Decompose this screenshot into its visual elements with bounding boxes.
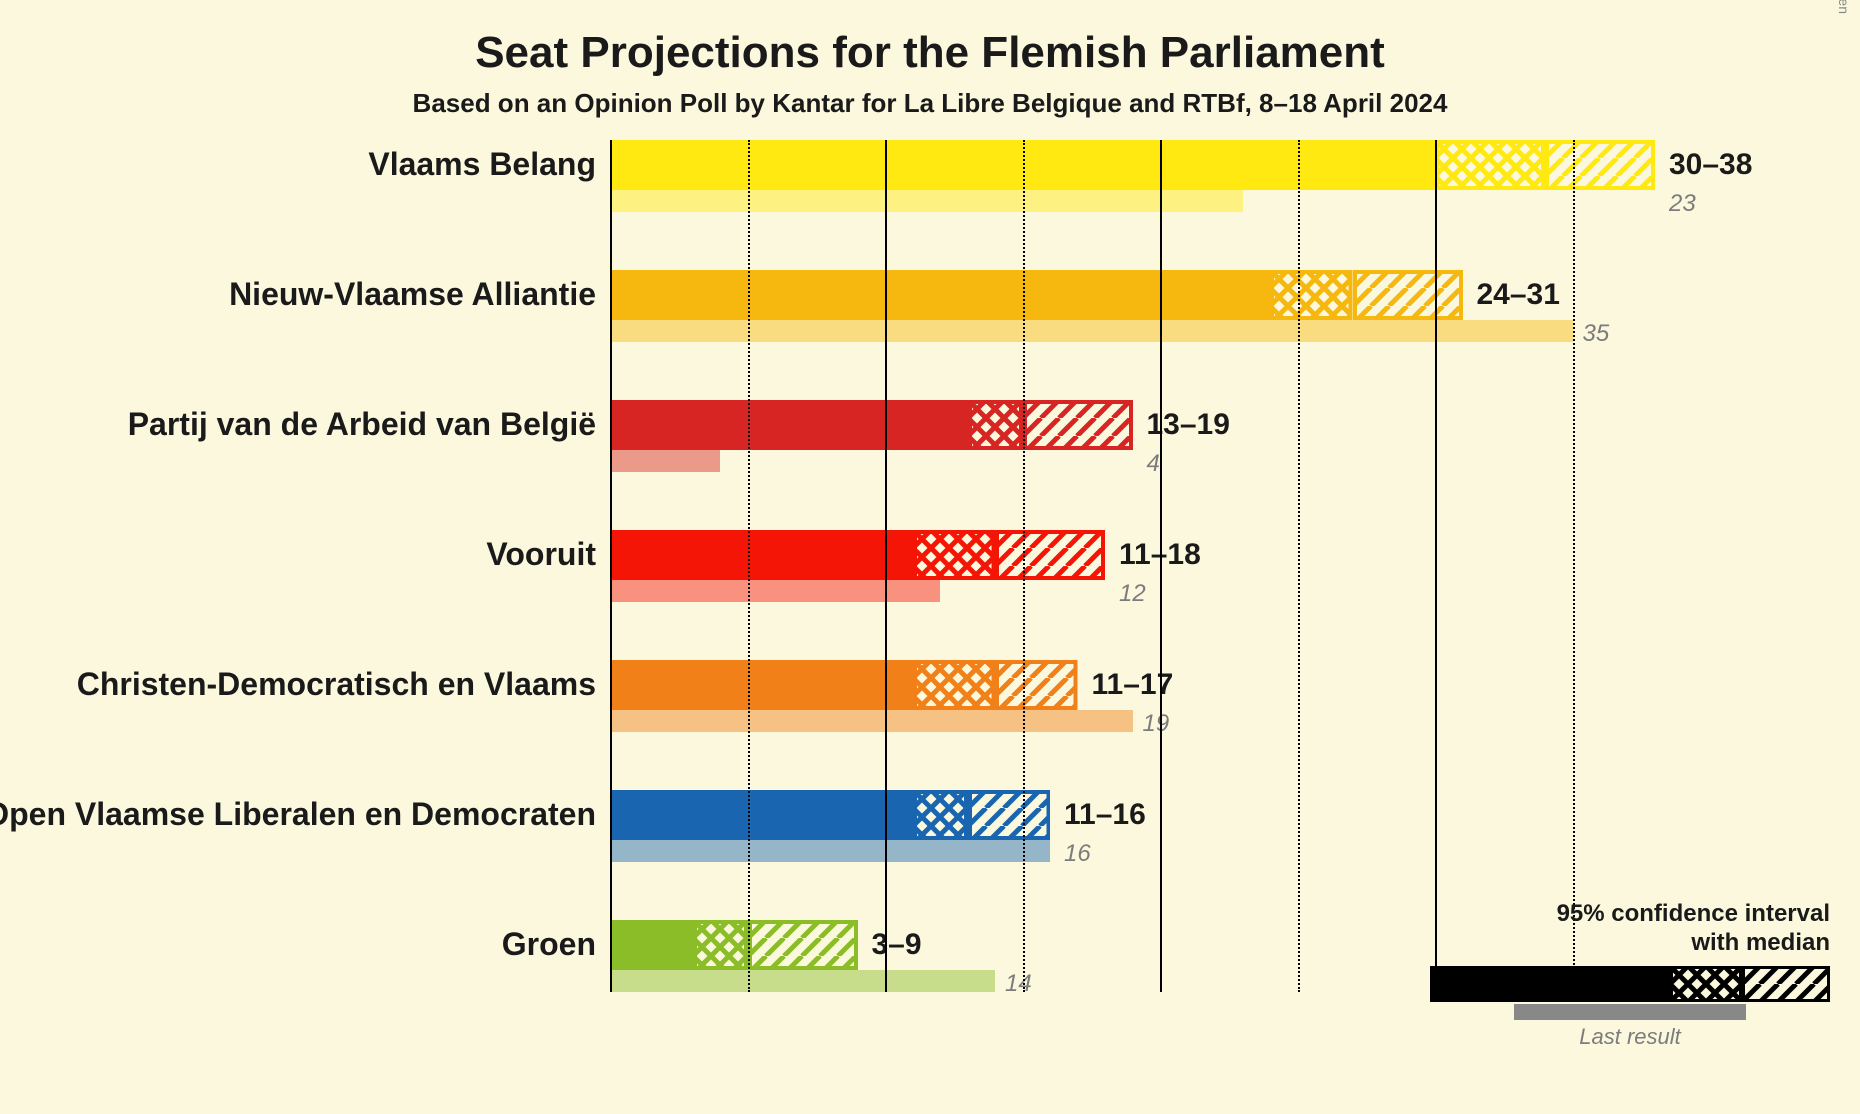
value-last: 16 <box>1064 842 1091 866</box>
bar-last-result <box>610 580 940 602</box>
legend: 95% confidence interval with median Last… <box>1430 900 1830 1050</box>
gridline-minor <box>1298 140 1300 992</box>
bar-solid <box>610 790 913 840</box>
party-label: Open Vlaamse Liberalen en Democraten <box>0 798 610 830</box>
gridline-major <box>885 140 887 992</box>
gridline-major <box>1160 140 1162 992</box>
bar-last-result <box>610 710 1133 732</box>
party-label: Vooruit <box>486 538 610 570</box>
bar-diaghatch <box>968 790 1051 840</box>
legend-last-label: Last result <box>1430 1024 1830 1050</box>
bar-last-result <box>610 450 720 472</box>
bar-diaghatch <box>995 660 1078 710</box>
value-last: 35 <box>1583 322 1610 346</box>
gridline-major <box>1435 140 1437 992</box>
value-range: 3–9 <box>872 930 922 960</box>
bar-last-result <box>610 840 1050 862</box>
legend-bar-diag <box>1742 966 1830 1002</box>
bar-diaghatch <box>748 920 858 970</box>
gridline-minor <box>748 140 750 992</box>
chart-title: Seat Projections for the Flemish Parliam… <box>0 28 1860 78</box>
legend-title-line1: 95% confidence interval <box>1557 900 1830 927</box>
legend-title: 95% confidence interval with median <box>1430 900 1830 958</box>
value-last: 14 <box>1005 972 1032 996</box>
legend-bar-solid <box>1430 966 1670 1002</box>
bar-solid <box>610 270 1270 320</box>
value-last: 23 <box>1669 192 1696 216</box>
value-range: 24–31 <box>1477 280 1560 310</box>
bar-diaghatch <box>995 530 1105 580</box>
bar-solid <box>610 660 913 710</box>
party-label: Christen-Democratisch en Vlaams <box>77 668 610 700</box>
value-last: 19 <box>1143 712 1170 736</box>
value-range: 30–38 <box>1669 150 1752 180</box>
legend-bar-cross <box>1670 966 1742 1002</box>
party-label: Partij van de Arbeid van België <box>128 408 610 440</box>
bar-last-result <box>610 190 1243 212</box>
value-last: 12 <box>1119 582 1146 606</box>
value-last: 4 <box>1147 452 1160 476</box>
legend-title-line2: with median <box>1691 929 1830 956</box>
party-label: Vlaams Belang <box>368 148 610 180</box>
copyright-text: © 2024 Filip van Laenen <box>1836 0 1852 14</box>
bar-solid <box>610 530 913 580</box>
bar-diaghatch <box>1023 400 1133 450</box>
chart-stage: Seat Projections for the Flemish Parliam… <box>0 0 1860 1114</box>
bar-crosshatch <box>913 660 996 710</box>
legend-bar <box>1430 966 1830 1002</box>
bar-last-result <box>610 970 995 992</box>
bar-crosshatch <box>1270 270 1353 320</box>
value-range: 11–16 <box>1064 800 1146 830</box>
party-label: Nieuw-Vlaamse Alliantie <box>229 278 610 310</box>
gridline-major <box>610 140 612 992</box>
gridline-minor <box>1573 140 1575 992</box>
bar-solid <box>610 400 968 450</box>
bar-diaghatch <box>1353 270 1463 320</box>
party-label: Groen <box>502 928 610 960</box>
bar-last-result <box>610 320 1573 342</box>
bar-crosshatch <box>693 920 748 970</box>
legend-last-bar <box>1514 1004 1746 1020</box>
gridline-minor <box>1023 140 1025 992</box>
bar-crosshatch <box>913 530 996 580</box>
bar-crosshatch <box>913 790 968 840</box>
bar-solid <box>610 920 693 970</box>
chart-subtitle: Based on an Opinion Poll by Kantar for L… <box>0 88 1860 119</box>
bar-crosshatch <box>1435 140 1545 190</box>
bar-diaghatch <box>1545 140 1655 190</box>
bar-crosshatch <box>968 400 1023 450</box>
